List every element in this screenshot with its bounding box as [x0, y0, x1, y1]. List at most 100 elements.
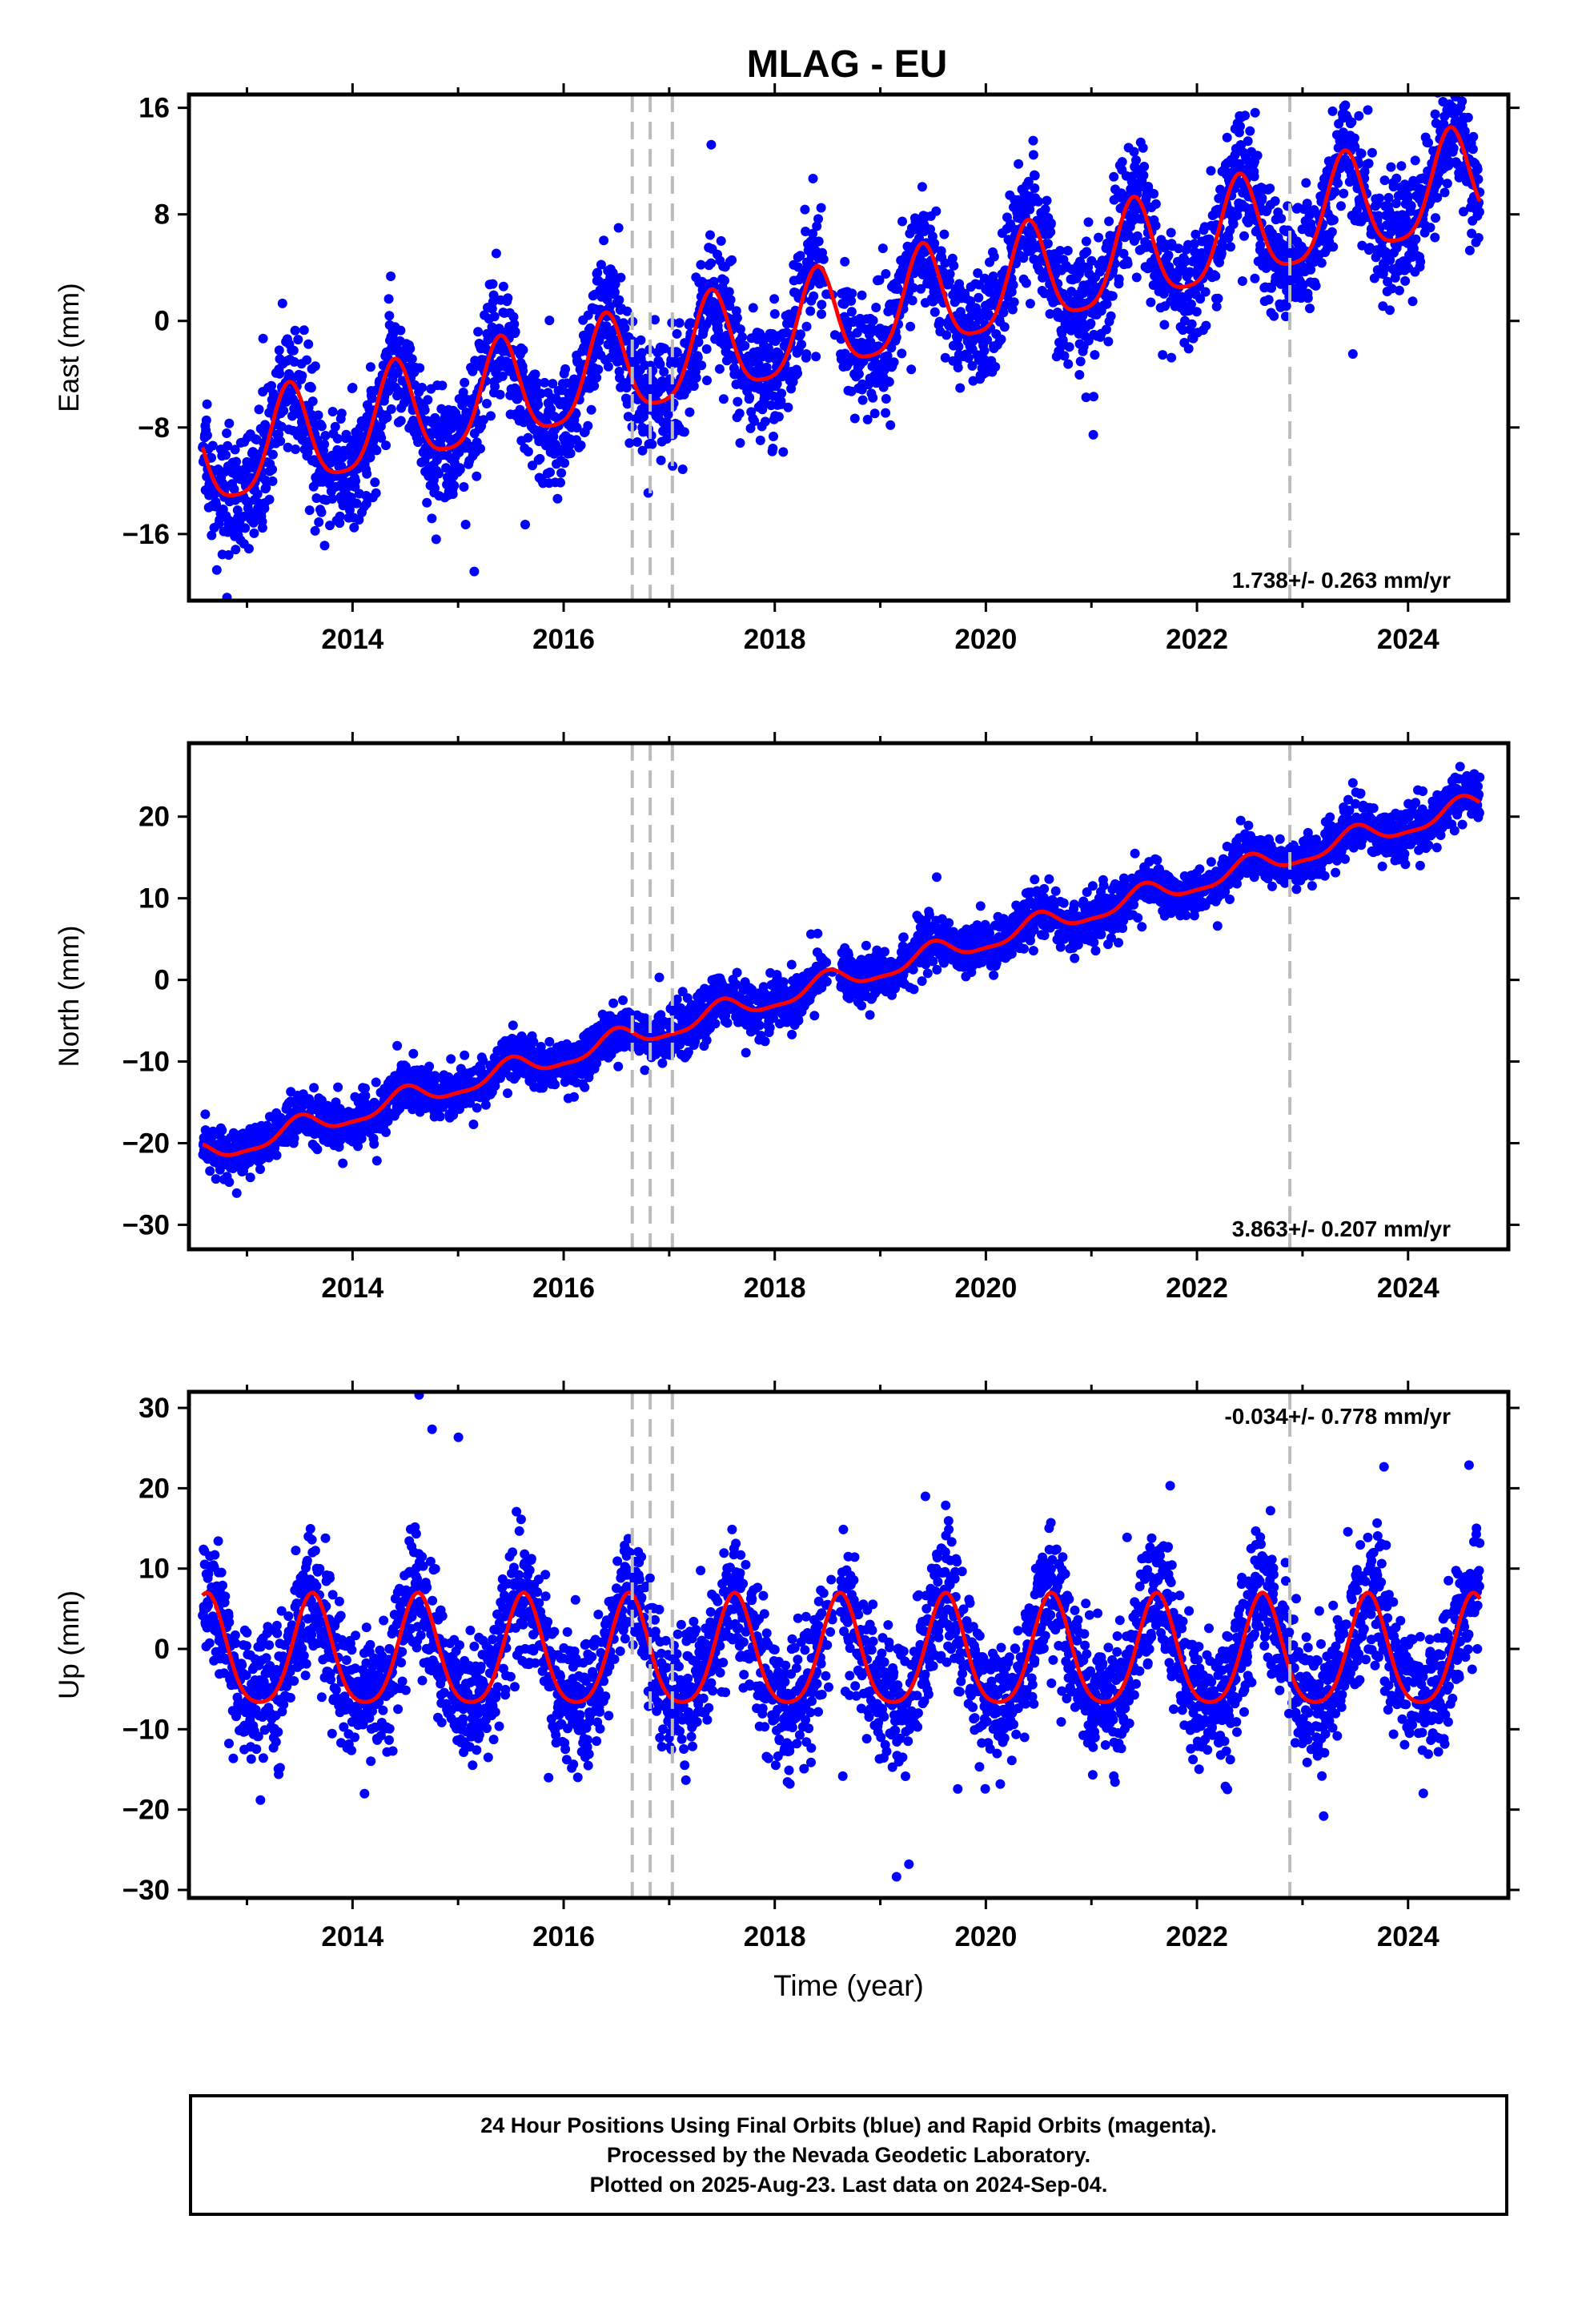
data-point — [362, 468, 372, 479]
data-point — [808, 174, 818, 183]
data-point — [1184, 288, 1195, 299]
data-point — [275, 368, 285, 379]
data-point — [508, 1020, 518, 1031]
data-point — [818, 254, 829, 264]
data-point — [1204, 234, 1215, 244]
data-point — [1195, 294, 1206, 304]
data-point — [586, 404, 596, 415]
data-point — [1265, 183, 1275, 194]
data-point — [769, 309, 780, 319]
data-point — [1081, 392, 1091, 403]
data-point — [319, 541, 330, 551]
data-point — [1189, 239, 1199, 249]
data-point — [1090, 350, 1100, 360]
data-point — [260, 475, 271, 485]
data-point — [408, 1048, 419, 1059]
data-point — [583, 420, 593, 431]
data-point — [618, 995, 628, 1005]
data-point — [1250, 273, 1260, 283]
data-point — [211, 565, 222, 575]
data-point — [243, 544, 254, 554]
data-point — [491, 248, 501, 259]
data-point — [336, 408, 347, 419]
data-point — [1158, 350, 1168, 360]
data-point — [702, 376, 712, 385]
data-point — [1281, 312, 1291, 322]
data-point — [351, 476, 361, 486]
data-point — [1449, 75, 1459, 85]
data-point — [1305, 304, 1315, 314]
data-point — [327, 407, 338, 416]
data-point — [223, 440, 233, 451]
data-point — [659, 367, 669, 377]
data-point — [1468, 131, 1479, 142]
data-point — [1106, 311, 1116, 321]
data-point — [522, 414, 532, 424]
data-point — [674, 318, 685, 328]
data-point — [881, 394, 891, 404]
data-point — [448, 489, 458, 499]
data-point — [503, 1088, 512, 1099]
data-point — [446, 1054, 456, 1064]
data-point — [1439, 64, 1449, 74]
data-point — [657, 1058, 668, 1068]
data-point — [593, 364, 604, 375]
data-point — [396, 325, 406, 336]
data-point — [455, 464, 465, 475]
data-points — [198, 762, 1485, 1198]
data-point — [1442, 179, 1452, 189]
data-point — [1385, 305, 1395, 316]
data-point — [608, 998, 619, 1008]
data-point — [313, 410, 323, 420]
data-point — [999, 322, 1010, 332]
data-point — [592, 267, 603, 278]
data-point — [874, 275, 885, 285]
data-point — [267, 464, 278, 475]
data-point — [472, 471, 482, 481]
data-point — [1089, 392, 1098, 402]
data-point — [205, 1166, 215, 1176]
data-point — [705, 230, 715, 240]
data-point — [716, 235, 726, 246]
data-point — [1333, 178, 1343, 188]
x-tick-label: 2024 — [1377, 624, 1439, 655]
data-point — [1074, 370, 1085, 380]
data-point — [222, 428, 232, 438]
data-point — [731, 306, 741, 316]
data-point — [656, 455, 666, 465]
data-point — [1340, 100, 1351, 111]
data-point — [422, 497, 432, 508]
data-point — [1457, 96, 1468, 107]
data-point — [523, 432, 533, 443]
data-point — [560, 458, 570, 468]
data-point — [224, 1177, 235, 1188]
data-point — [1281, 301, 1291, 312]
data-point — [1030, 171, 1040, 181]
data-point — [685, 407, 695, 417]
data-point — [1138, 143, 1148, 153]
data-point — [769, 432, 778, 441]
data-point — [908, 283, 918, 293]
data-point — [293, 335, 303, 345]
data-point — [367, 393, 377, 404]
data-point — [400, 1061, 411, 1072]
data-point — [316, 507, 327, 517]
data-point — [1018, 253, 1029, 263]
data-point — [423, 395, 433, 405]
data-point — [338, 1158, 348, 1168]
data-point — [1257, 193, 1267, 203]
data-point — [1467, 228, 1477, 239]
data-point — [460, 1050, 470, 1060]
data-point — [1379, 175, 1390, 186]
data-point — [623, 412, 633, 422]
chart-title: MLAG - EU — [747, 43, 948, 86]
data-point — [460, 520, 471, 529]
data-point — [469, 566, 480, 577]
data-point — [371, 445, 382, 456]
data-point — [1075, 356, 1086, 367]
data-point — [853, 369, 864, 380]
data-point — [655, 359, 665, 369]
data-point — [601, 321, 612, 332]
data-point — [733, 396, 743, 407]
data-point — [420, 405, 430, 415]
